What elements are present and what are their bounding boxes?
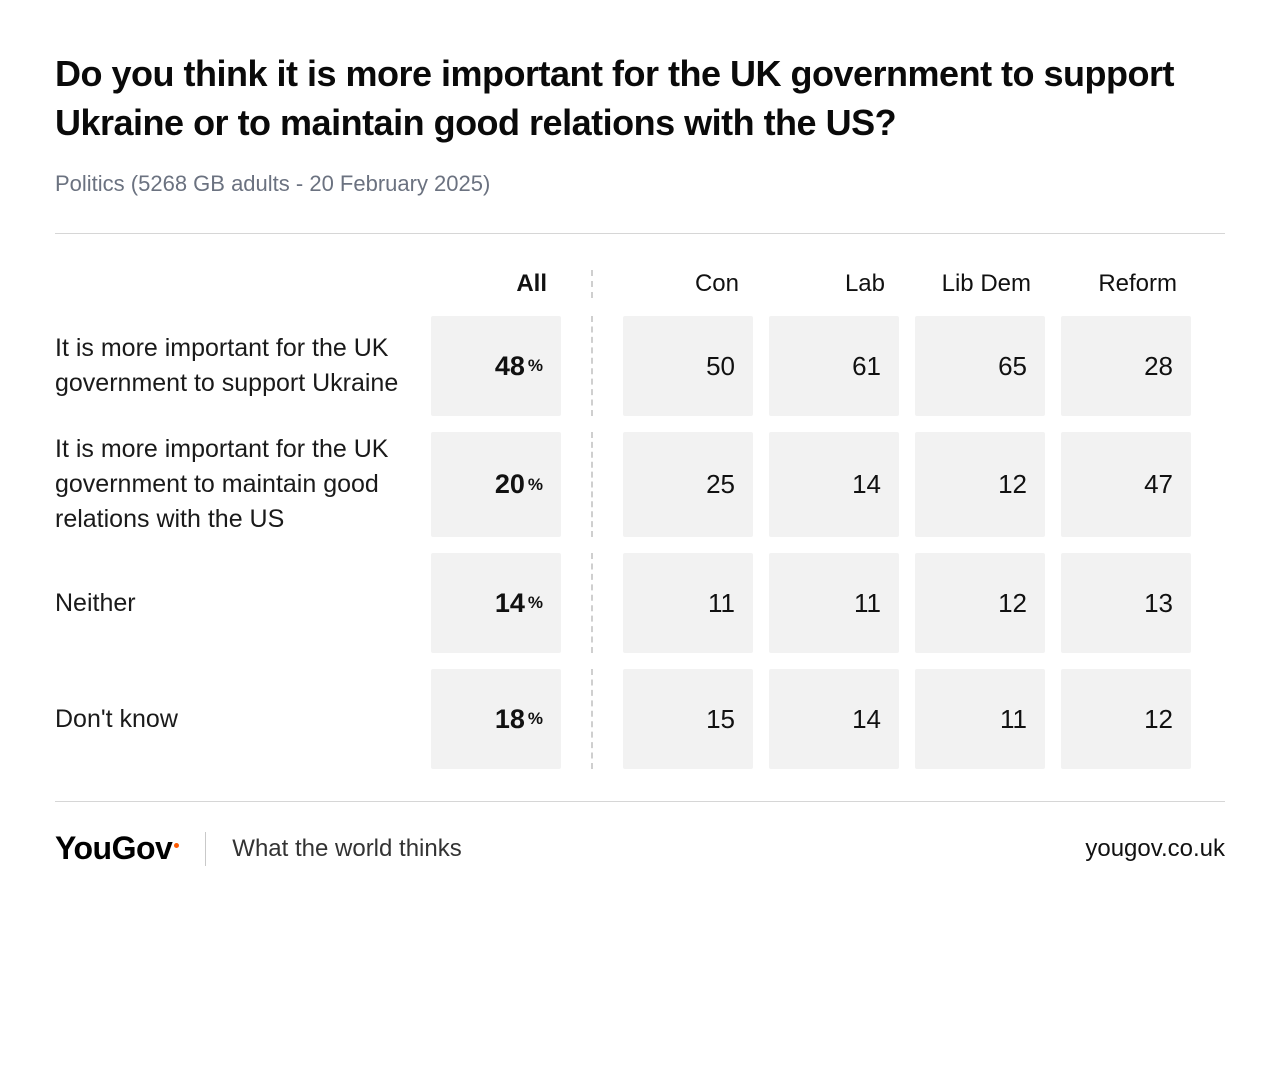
- cell-lab: 61: [769, 316, 899, 416]
- table-header-row: All Con Lab Lib Dem Reform: [55, 270, 1225, 298]
- column-divider: [591, 316, 593, 416]
- cell-all: 18%: [431, 669, 561, 769]
- column-divider: [591, 432, 593, 537]
- table-row: It is more important for the UK governme…: [55, 316, 1225, 416]
- chart-subtitle: Politics (5268 GB adults - 20 February 2…: [55, 171, 1225, 197]
- cell-con: 11: [623, 553, 753, 653]
- row-label: Don't know: [55, 669, 415, 769]
- column-divider: [591, 669, 593, 769]
- cell-all: 48%: [431, 316, 561, 416]
- column-divider: [591, 270, 593, 298]
- brand-logo: YouGov: [55, 830, 179, 867]
- data-table: All Con Lab Lib Dem Reform It is more im…: [55, 234, 1225, 801]
- cell-reform: 13: [1061, 553, 1191, 653]
- row-label: It is more important for the UK governme…: [55, 316, 415, 416]
- site-url: yougov.co.uk: [1085, 835, 1225, 863]
- row-label: It is more important for the UK governme…: [55, 432, 415, 537]
- cell-libdem: 12: [915, 432, 1045, 537]
- cell-lab: 14: [769, 432, 899, 537]
- column-divider: [591, 553, 593, 653]
- cell-reform: 12: [1061, 669, 1191, 769]
- cell-all: 14%: [431, 553, 561, 653]
- row-label: Neither: [55, 553, 415, 653]
- cell-con: 25: [623, 432, 753, 537]
- table-row: Neither 14% 11 11 12 13: [55, 553, 1225, 653]
- cell-lab: 11: [769, 553, 899, 653]
- brand-dot-icon: [174, 843, 179, 848]
- cell-con: 50: [623, 316, 753, 416]
- column-header-con: Con: [623, 270, 753, 298]
- column-header-lab: Lab: [769, 270, 899, 298]
- cell-libdem: 11: [915, 669, 1045, 769]
- cell-all: 20%: [431, 432, 561, 537]
- table-row: It is more important for the UK governme…: [55, 432, 1225, 537]
- cell-lab: 14: [769, 669, 899, 769]
- cell-reform: 28: [1061, 316, 1191, 416]
- footer: YouGov What the world thinks yougov.co.u…: [55, 802, 1225, 867]
- table-row: Don't know 18% 15 14 11 12: [55, 669, 1225, 769]
- cell-libdem: 12: [915, 553, 1045, 653]
- column-header-all: All: [431, 270, 561, 298]
- column-header-libdem: Lib Dem: [915, 270, 1045, 298]
- cell-reform: 47: [1061, 432, 1191, 537]
- cell-con: 15: [623, 669, 753, 769]
- footer-divider: [205, 832, 206, 866]
- cell-libdem: 65: [915, 316, 1045, 416]
- column-header-reform: Reform: [1061, 270, 1191, 298]
- chart-title: Do you think it is more important for th…: [55, 50, 1225, 147]
- brand-tagline: What the world thinks: [232, 835, 461, 863]
